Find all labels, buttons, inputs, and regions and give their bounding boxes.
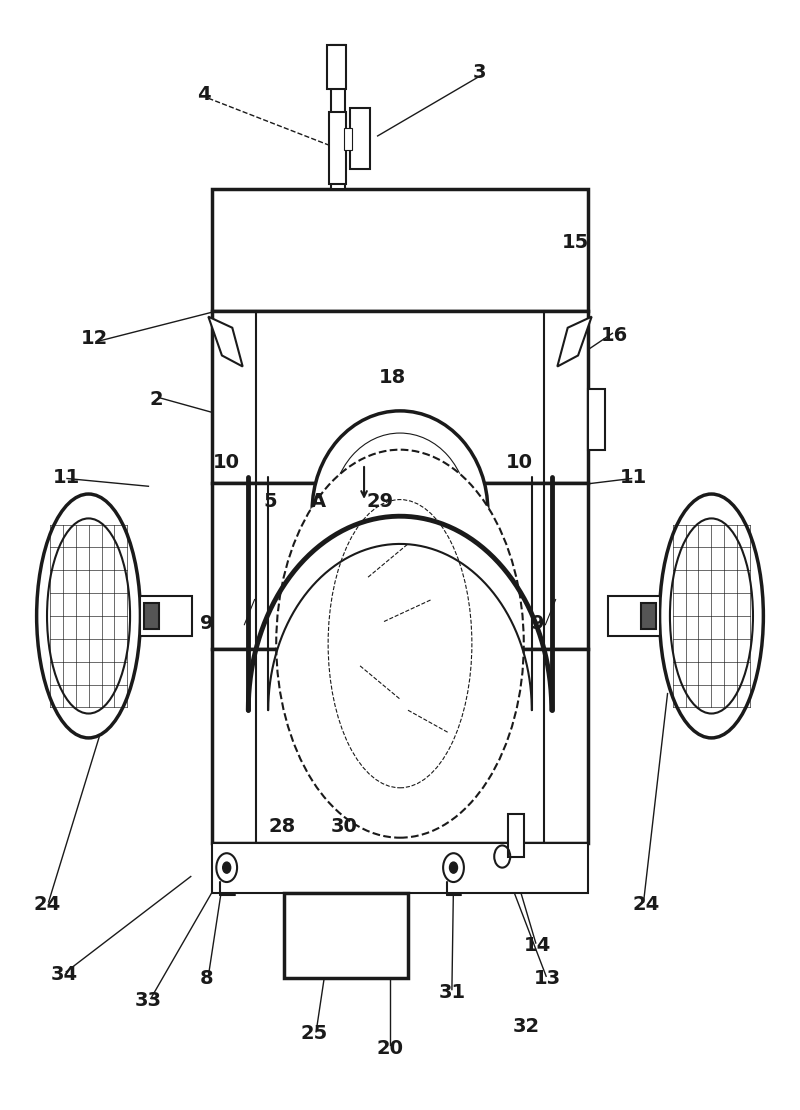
Ellipse shape bbox=[276, 450, 524, 838]
Text: 15: 15 bbox=[562, 233, 590, 252]
Ellipse shape bbox=[47, 518, 130, 714]
Bar bbox=[330, 46, 345, 189]
Text: 9: 9 bbox=[530, 614, 544, 633]
Text: 11: 11 bbox=[619, 468, 647, 487]
Bar bbox=[141, 596, 192, 636]
Text: 24: 24 bbox=[632, 895, 659, 914]
Text: 3: 3 bbox=[473, 63, 486, 82]
Bar bbox=[145, 603, 159, 629]
Text: 25: 25 bbox=[301, 1025, 328, 1043]
Bar bbox=[212, 649, 588, 844]
Bar bbox=[641, 603, 655, 629]
Text: 20: 20 bbox=[376, 1039, 403, 1058]
Text: 16: 16 bbox=[601, 326, 628, 345]
Bar bbox=[212, 844, 588, 894]
Text: 24: 24 bbox=[34, 895, 61, 914]
Bar bbox=[212, 483, 588, 649]
Polygon shape bbox=[558, 316, 592, 366]
Text: 10: 10 bbox=[506, 454, 534, 473]
Text: 29: 29 bbox=[366, 493, 394, 512]
Ellipse shape bbox=[332, 433, 468, 588]
Ellipse shape bbox=[659, 494, 763, 738]
Text: 31: 31 bbox=[438, 983, 466, 1002]
Text: 28: 28 bbox=[269, 817, 296, 836]
Ellipse shape bbox=[312, 411, 488, 610]
Text: 5: 5 bbox=[264, 493, 278, 512]
Bar bbox=[344, 128, 352, 150]
Text: 30: 30 bbox=[330, 817, 358, 836]
Text: 32: 32 bbox=[513, 1017, 540, 1036]
Text: 2: 2 bbox=[150, 391, 163, 410]
Ellipse shape bbox=[670, 518, 753, 714]
Text: 4: 4 bbox=[198, 85, 211, 104]
Bar bbox=[350, 109, 370, 169]
Bar bbox=[212, 189, 588, 311]
Text: 34: 34 bbox=[51, 965, 78, 983]
Text: 33: 33 bbox=[135, 991, 162, 1010]
Ellipse shape bbox=[37, 494, 141, 738]
Bar bbox=[588, 388, 606, 450]
Circle shape bbox=[222, 862, 230, 874]
Text: 8: 8 bbox=[200, 969, 214, 988]
Bar bbox=[284, 894, 408, 979]
Bar bbox=[608, 596, 659, 636]
Circle shape bbox=[450, 862, 458, 874]
Ellipse shape bbox=[328, 500, 472, 788]
Text: 12: 12 bbox=[82, 330, 109, 349]
Text: 18: 18 bbox=[378, 369, 406, 387]
Text: 13: 13 bbox=[534, 969, 562, 988]
Polygon shape bbox=[208, 316, 242, 366]
Text: 10: 10 bbox=[214, 454, 240, 473]
Text: A: A bbox=[311, 493, 326, 512]
Text: 11: 11 bbox=[53, 468, 80, 487]
Text: 14: 14 bbox=[524, 936, 551, 955]
Bar bbox=[327, 46, 346, 90]
Bar bbox=[212, 311, 588, 483]
Bar bbox=[508, 815, 524, 857]
Text: 9: 9 bbox=[200, 614, 214, 633]
Bar bbox=[329, 112, 346, 183]
